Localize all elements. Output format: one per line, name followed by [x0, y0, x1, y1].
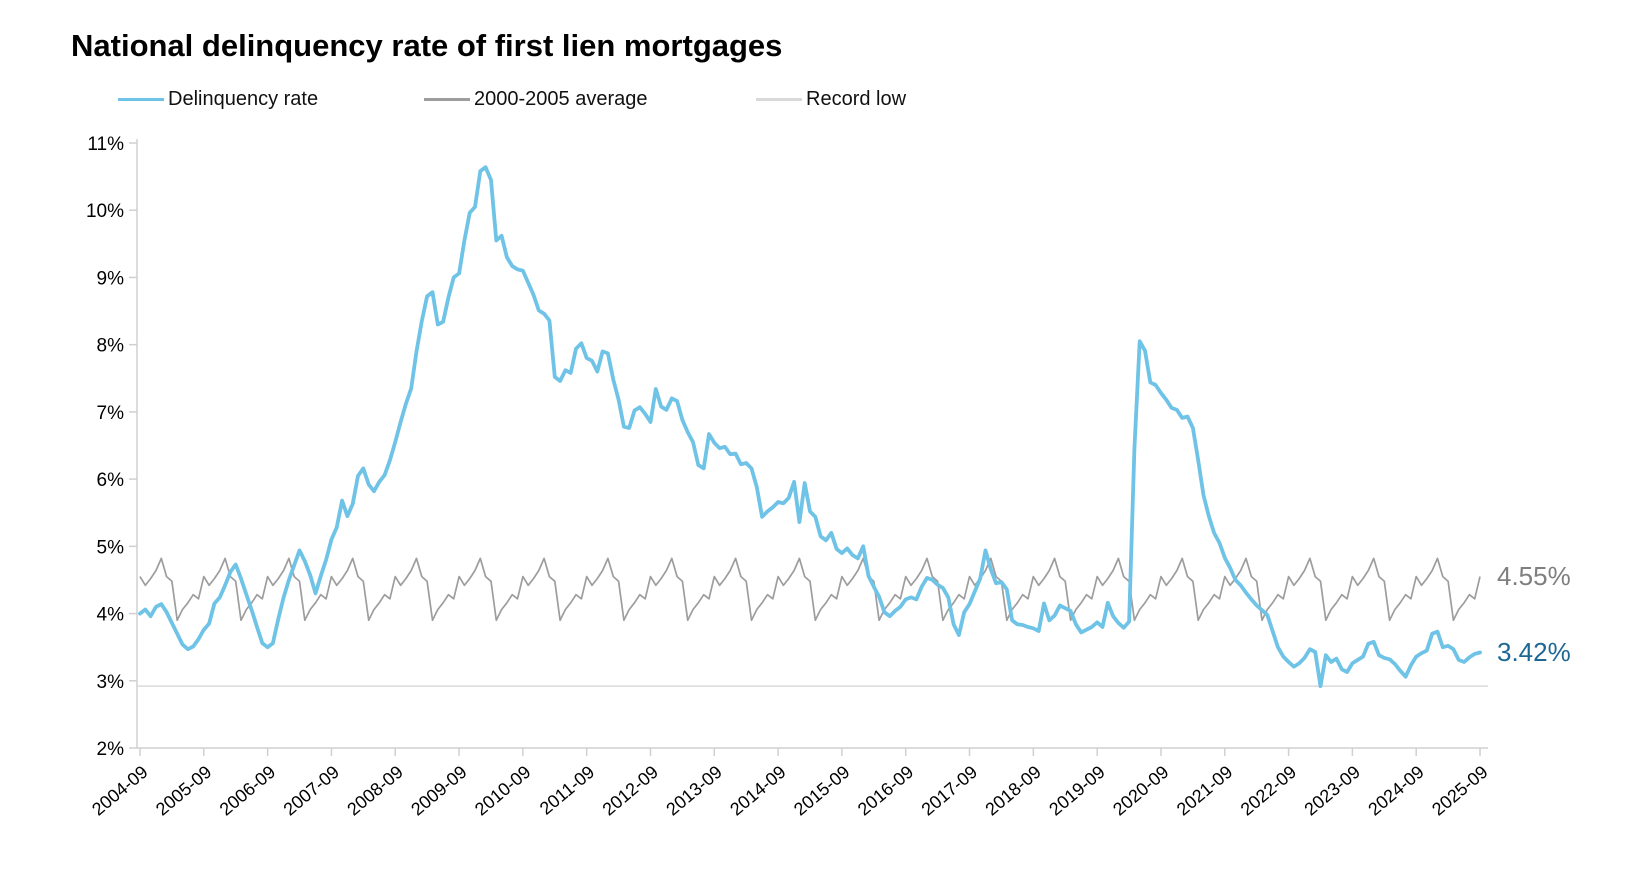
x-tick-label: 2021-09 — [1173, 762, 1236, 820]
y-tick-label: 7% — [97, 403, 125, 424]
delinquency-line-swatch — [118, 98, 164, 101]
current-value-label: 3.42% — [1497, 636, 1571, 667]
average-line — [139, 557, 1481, 622]
y-tick-label: 2% — [97, 739, 125, 760]
x-tick-label: 2023-09 — [1300, 762, 1363, 820]
legend-item-record-low: Record low — [756, 88, 906, 111]
x-tick-label: 2016-09 — [854, 762, 917, 820]
y-tick-label: 10% — [86, 201, 124, 222]
y-tick-label: 8% — [97, 336, 125, 357]
x-tick-label: 2013-09 — [662, 762, 725, 820]
y-tick-label: 3% — [97, 672, 125, 693]
x-tick-label: 2010-09 — [471, 762, 534, 820]
average-line-swatch — [424, 98, 470, 101]
legend-item-2000-2005-average: 2000-2005 average — [424, 88, 647, 111]
y-tick-label: 9% — [97, 268, 125, 289]
chart-title: National delinquency rate of first lien … — [71, 28, 783, 63]
x-tick-label: 2011-09 — [536, 762, 598, 819]
x-tick-label: 2012-09 — [599, 762, 662, 820]
x-tick-label: 2007-09 — [280, 762, 343, 820]
x-tick-label: 2009-09 — [407, 762, 470, 820]
x-tick-label: 2025-09 — [1428, 762, 1491, 820]
legend-item-delinquency-rate: Delinquency rate — [118, 88, 318, 111]
x-tick-label: 2008-09 — [343, 762, 406, 820]
x-tick-label: 2006-09 — [216, 762, 279, 820]
legend-label: Delinquency rate — [168, 88, 319, 110]
delinquency-line — [138, 165, 1482, 689]
x-tick-label: 2022-09 — [1237, 762, 1300, 820]
x-tick-label: 2015-09 — [790, 762, 853, 820]
x-tick-label: 2018-09 — [981, 762, 1044, 820]
legend-label: Record low — [806, 88, 907, 110]
y-tick-label: 11% — [87, 134, 124, 155]
x-tick-label: 2020-09 — [1109, 762, 1172, 820]
x-tick-label: 2019-09 — [1045, 762, 1108, 820]
y-tick-label: 6% — [97, 470, 125, 491]
average-value-label: 4.55% — [1497, 560, 1571, 591]
x-tick-label: 2014-09 — [726, 762, 789, 820]
x-tick-label: 2005-09 — [152, 762, 215, 820]
legend-label: 2000-2005 average — [474, 88, 648, 110]
record-low-line-swatch — [756, 98, 802, 101]
y-tick-label: 5% — [97, 537, 125, 558]
x-tick-label: 2004-09 — [88, 762, 151, 820]
x-tick-label: 2024-09 — [1364, 762, 1427, 820]
y-tick-label: 4% — [97, 605, 125, 626]
x-tick-label: 2017-09 — [918, 762, 981, 820]
